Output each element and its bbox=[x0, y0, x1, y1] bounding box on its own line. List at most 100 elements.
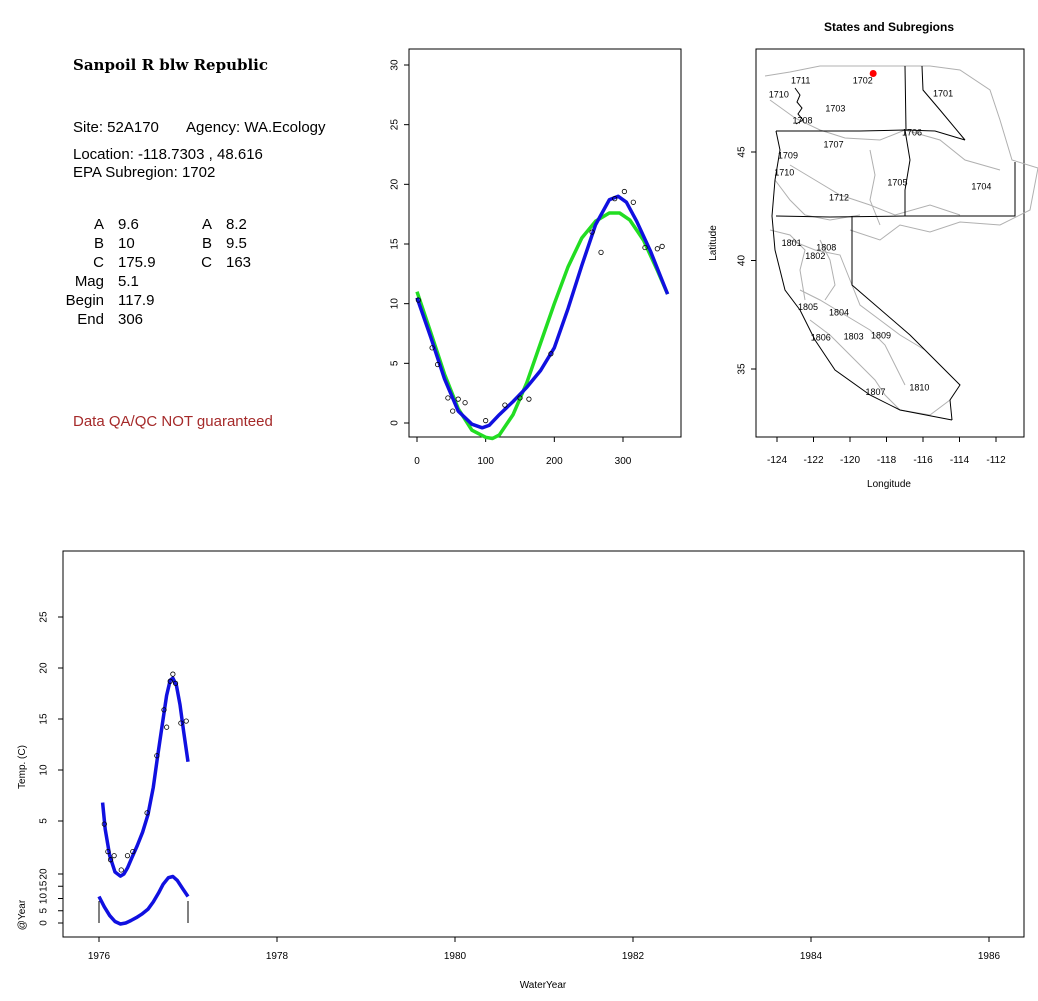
location: Location: -118.7303 , 48.616 bbox=[73, 146, 263, 163]
y-tick-label: 30 bbox=[390, 59, 401, 71]
region-label: 1802 bbox=[805, 251, 825, 261]
region-label: 1710 bbox=[774, 168, 794, 178]
timeseries-frame bbox=[62, 550, 1025, 938]
epa-subregion: EPA Subregion: 1702 bbox=[73, 164, 216, 181]
timeseries-observation bbox=[107, 857, 114, 863]
y-tick-label: 20 bbox=[390, 178, 401, 190]
observation-point bbox=[598, 249, 604, 255]
region-label: 1805 bbox=[798, 302, 818, 312]
mini-tick-label: 0 bbox=[39, 920, 50, 926]
lon-tick-label: -116 bbox=[913, 455, 933, 466]
map-xlabel: Longitude bbox=[867, 479, 911, 490]
state-boundary bbox=[776, 129, 966, 141]
qa-warning: Data QA/QC NOT guaranteed bbox=[73, 413, 273, 430]
lon-tick-label: -124 bbox=[767, 455, 787, 466]
year-tick-label: 1982 bbox=[622, 951, 645, 962]
observation-point bbox=[450, 408, 456, 414]
subregion-boundary bbox=[774, 179, 861, 221]
observation-point bbox=[526, 396, 532, 402]
observation-point bbox=[462, 400, 468, 406]
map-frame bbox=[755, 48, 1025, 438]
param-value: 10 bbox=[118, 235, 135, 252]
mini-tick-label: 15 bbox=[39, 880, 50, 892]
param-label: A bbox=[93, 216, 104, 233]
observation-point bbox=[612, 196, 618, 202]
region-label: 1810 bbox=[909, 382, 929, 392]
region-label: 1702 bbox=[853, 75, 873, 85]
subregion-boundary bbox=[769, 229, 806, 301]
subregion-boundary bbox=[769, 99, 1001, 171]
region-label: 1712 bbox=[829, 193, 849, 203]
param-label: B bbox=[201, 235, 212, 252]
temp-tick-label: 5 bbox=[39, 818, 50, 824]
agency: Agency: WA.Ecology bbox=[186, 119, 326, 136]
blue-fit-curve bbox=[415, 194, 670, 430]
observation-point bbox=[445, 395, 451, 401]
temp-tick-label: 10 bbox=[39, 764, 50, 776]
param-value: 306 bbox=[118, 311, 144, 328]
region-label: 1807 bbox=[866, 387, 886, 397]
observation-point bbox=[429, 345, 435, 351]
timeseries-observation bbox=[178, 720, 184, 726]
site-marker bbox=[869, 70, 877, 78]
param-label: A bbox=[201, 216, 212, 233]
temp-tick-label: 20 bbox=[39, 662, 50, 674]
region-label: 1803 bbox=[844, 331, 864, 341]
subregion-boundary bbox=[809, 319, 951, 416]
param-value: 5.1 bbox=[118, 273, 139, 290]
observation-point bbox=[621, 188, 627, 195]
subregion-boundary bbox=[869, 149, 881, 226]
year-tick-label: 1980 bbox=[444, 951, 467, 962]
timeseries-observation bbox=[167, 678, 173, 684]
observation-point bbox=[434, 361, 441, 368]
region-label: 1704 bbox=[971, 182, 991, 192]
observation-point bbox=[483, 418, 489, 424]
timeseries-observation bbox=[172, 680, 179, 686]
timeseries-observation bbox=[105, 848, 111, 855]
region-label: 1809 bbox=[871, 330, 891, 340]
param-value: 9.6 bbox=[118, 216, 139, 233]
map-title: States and Subregions bbox=[824, 20, 954, 34]
year-tick-label: 1984 bbox=[800, 951, 823, 962]
timeseries-ylabel: Temp. (C) bbox=[17, 745, 28, 789]
region-label: 1707 bbox=[824, 139, 844, 149]
mini-tick-label: 10 bbox=[39, 893, 50, 905]
lon-tick-label: -118 bbox=[877, 455, 897, 466]
timeseries-observation bbox=[130, 848, 136, 855]
y-tick-label: 5 bbox=[390, 360, 401, 366]
timeseries-observation bbox=[101, 821, 107, 827]
x-tick-label: 300 bbox=[615, 456, 632, 467]
observation-point bbox=[659, 243, 665, 249]
lon-tick-label: -114 bbox=[950, 455, 970, 466]
observation-point bbox=[642, 244, 648, 251]
region-label: 1711 bbox=[791, 75, 810, 85]
x-tick-label: 200 bbox=[546, 456, 563, 467]
region-label: 1709 bbox=[778, 150, 798, 160]
subregion-boundary bbox=[799, 289, 906, 386]
observation-point bbox=[455, 396, 461, 402]
subregion-boundary bbox=[789, 239, 926, 351]
seasonal-plot-frame bbox=[408, 48, 682, 438]
lon-tick-label: -120 bbox=[840, 455, 860, 466]
timeseries-fit-curve bbox=[100, 676, 190, 878]
map-ylabel: Latitude bbox=[708, 225, 719, 261]
lat-tick-label: 35 bbox=[737, 363, 748, 375]
y-tick-label: 0 bbox=[390, 420, 401, 426]
param-label: C bbox=[201, 254, 212, 271]
y-tick-label: 25 bbox=[390, 119, 401, 131]
year-tick-label: 1978 bbox=[266, 951, 289, 962]
param-label: B bbox=[93, 235, 104, 252]
region-label: 1708 bbox=[793, 116, 813, 126]
param-value: 9.5 bbox=[226, 235, 247, 252]
state-boundary bbox=[904, 65, 907, 131]
timeseries-observation bbox=[183, 718, 189, 724]
year-mini-curve bbox=[97, 874, 190, 926]
param-label: C bbox=[93, 254, 104, 271]
region-label: 1804 bbox=[829, 308, 849, 318]
region-label: 1710 bbox=[769, 89, 789, 99]
region-label: 1706 bbox=[902, 127, 922, 137]
observation-point bbox=[517, 395, 523, 401]
timeseries-observation bbox=[161, 707, 167, 713]
mini-tick-label: 20 bbox=[39, 868, 50, 880]
